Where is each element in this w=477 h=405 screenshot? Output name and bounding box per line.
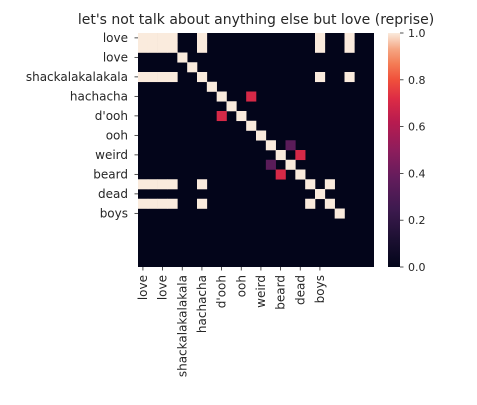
heatmap-cell <box>275 169 286 180</box>
heatmap-cell <box>216 91 227 102</box>
heatmap-cell <box>197 33 208 44</box>
heatmap-cell <box>147 179 158 190</box>
x-axis: love love shackalakalakala hachacha d'ooh ooh… <box>136 267 327 377</box>
heatmap-cell <box>147 72 158 83</box>
colorbar-tick-label: 0.8 <box>408 74 426 87</box>
heatmap-cell <box>226 101 237 112</box>
heatmap-cell <box>315 189 326 200</box>
heatmap-background <box>138 33 374 267</box>
heatmap-cell <box>305 179 316 190</box>
heatmap-cell <box>246 120 257 131</box>
colorbar-tick-label: 0.0 <box>408 261 426 274</box>
y-tick-label: beard <box>93 167 128 181</box>
heatmap-cell <box>197 72 208 83</box>
y-tick-label: dead <box>98 187 128 201</box>
heatmap-cell <box>216 111 227 122</box>
y-tick-label: shackalakalakala <box>26 70 128 84</box>
heatmap-cell <box>167 33 178 44</box>
heatmap-cell <box>265 159 276 170</box>
heatmap-cell <box>138 198 149 209</box>
heatmap-cell <box>177 52 188 63</box>
heatmap-cell <box>157 179 168 190</box>
heatmap-cell <box>197 179 208 190</box>
heatmap-cell <box>344 42 355 53</box>
heatmap-cell <box>206 81 217 92</box>
heatmap-cell <box>324 198 335 209</box>
heatmap-cell <box>167 198 178 209</box>
heatmap-cell <box>157 198 168 209</box>
heatmap-cell <box>334 208 345 219</box>
heatmap-cell <box>157 72 168 83</box>
x-tick-label: ooh <box>234 275 248 297</box>
heatmap-cell <box>147 42 158 53</box>
heatmap-cell <box>157 33 168 44</box>
heatmap-cell <box>265 140 276 151</box>
heatmap-cell <box>197 42 208 53</box>
colorbar-tick-label: 0.4 <box>408 167 426 180</box>
heatmap-cell <box>138 179 149 190</box>
heatmap-cell <box>275 150 286 161</box>
heatmap-cell <box>147 198 158 209</box>
heatmap-cell <box>315 72 326 83</box>
colorbar-tick-label: 0.2 <box>408 214 426 227</box>
heatmap-cell <box>236 111 247 122</box>
y-tick-label: hachacha <box>70 89 128 103</box>
heatmap-cell <box>138 72 149 83</box>
heatmap-cell <box>147 33 158 44</box>
heatmap-cell <box>246 91 257 102</box>
heatmap-cell <box>295 150 306 161</box>
x-tick-label: hachacha <box>195 275 209 333</box>
y-tick-label: weird <box>95 148 128 162</box>
colorbar <box>388 33 400 267</box>
heatmap-area <box>138 33 374 267</box>
y-tick-label: d'ooh <box>95 109 128 123</box>
y-tick-label: love <box>103 50 128 64</box>
y-axis: love love shackalakalakala hachacha d'ooh ooh… <box>26 31 138 220</box>
colorbar-ticks: 0.0 0.2 0.4 0.6 0.8 1.0 <box>400 27 426 274</box>
heatmap-cell <box>197 198 208 209</box>
heatmap-cell <box>285 159 296 170</box>
x-tick-label: dead <box>293 275 307 305</box>
heatmap-cell <box>285 140 296 151</box>
heatmap-cell <box>295 169 306 180</box>
heatmap-cell <box>157 42 168 53</box>
x-tick-label: love <box>156 275 170 300</box>
x-tick-label: weird <box>254 275 268 308</box>
x-tick-label: d'ooh <box>215 275 229 308</box>
heatmap-cell <box>187 62 198 73</box>
heatmap-cell <box>138 33 149 44</box>
heatmap-cell <box>344 72 355 83</box>
y-tick-label: ooh <box>106 128 128 142</box>
chart-title: let's not talk about anything else but l… <box>78 12 434 28</box>
heatmap-cell <box>167 179 178 190</box>
x-tick-label: boys <box>313 275 327 303</box>
y-tick-label: love <box>103 31 128 45</box>
x-tick-label: beard <box>274 275 288 310</box>
colorbar-tick-label: 0.6 <box>408 121 426 134</box>
heatmap-cell <box>315 33 326 44</box>
heatmap-cell <box>167 42 178 53</box>
heatmap-cell <box>315 42 326 53</box>
heatmap-cell <box>324 179 335 190</box>
heatmap-cell <box>167 72 178 83</box>
x-tick-label: love <box>136 275 150 300</box>
heatmap-cell <box>138 42 149 53</box>
y-tick-label: boys <box>100 206 128 220</box>
heatmap-cell <box>305 198 316 209</box>
heatmap-cell <box>344 33 355 44</box>
heatmap-cell <box>256 130 267 141</box>
colorbar-tick-label: 1.0 <box>408 27 426 40</box>
x-tick-label: shackalakalakala <box>175 275 189 377</box>
